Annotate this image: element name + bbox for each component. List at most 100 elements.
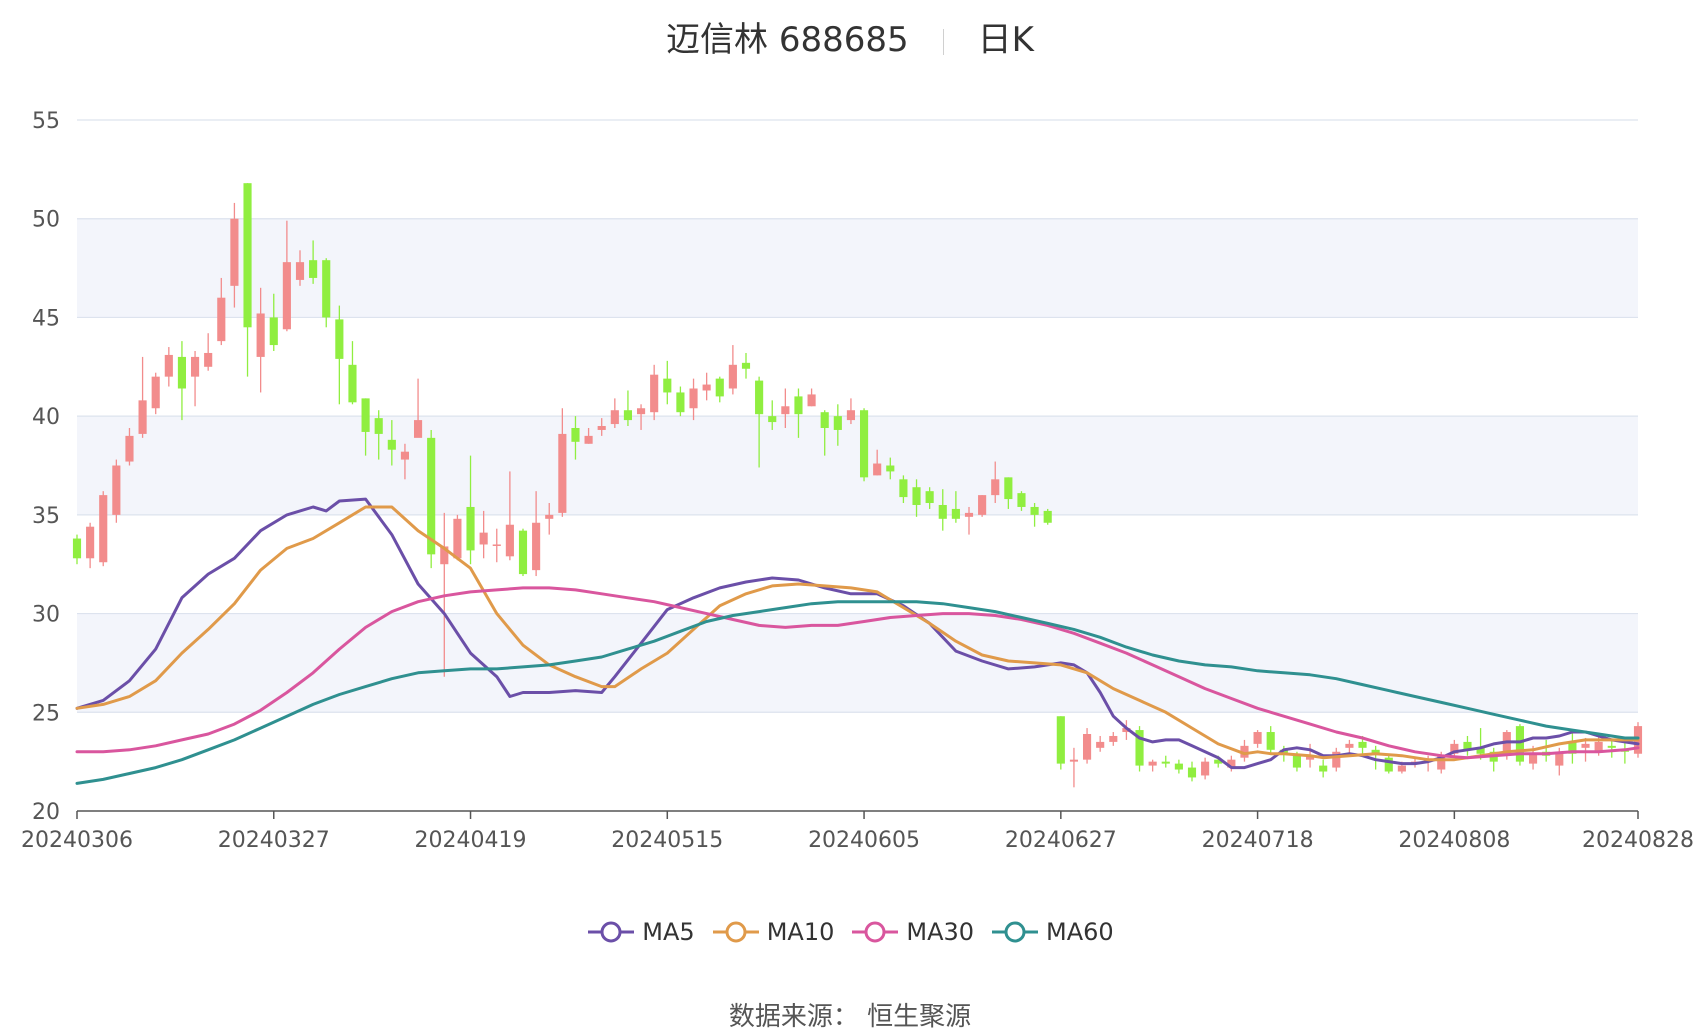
candle <box>859 408 869 482</box>
candle-body <box>1017 493 1026 507</box>
candle <box>1030 503 1039 527</box>
candle <box>1463 735 1472 756</box>
legend-label: MA5 <box>642 918 695 946</box>
x-tick-label: 20240808 <box>1398 828 1510 853</box>
candle-body <box>1515 726 1525 762</box>
candle <box>1319 759 1328 778</box>
candle <box>846 398 856 425</box>
legend-marker-icon <box>588 921 635 943</box>
candle <box>217 277 226 346</box>
candle-body <box>1069 759 1079 762</box>
candle-body <box>741 362 751 369</box>
candle <box>1082 728 1092 764</box>
candle <box>1515 724 1525 766</box>
source-label: 数据来源： <box>728 1002 859 1032</box>
candle-body <box>715 378 724 397</box>
candle <box>256 287 265 393</box>
candle-body <box>164 354 173 377</box>
candle-body <box>1030 506 1039 515</box>
candle <box>1542 739 1551 762</box>
candle <box>361 398 370 456</box>
candle-body <box>479 532 488 545</box>
grid-band <box>77 416 1638 515</box>
candle <box>1332 747 1341 772</box>
candle <box>1135 726 1144 772</box>
candle <box>335 305 344 405</box>
candle-body <box>1555 751 1564 766</box>
candle-body <box>269 317 278 346</box>
x-axis: 20240306 20240327 20240419 20240515 20240605… <box>21 810 1694 853</box>
candle-body <box>1004 477 1013 500</box>
candle-body <box>1305 755 1315 760</box>
legend-marker-icon <box>852 921 899 943</box>
candle-body <box>1607 745 1616 748</box>
y-tick-label: 40 <box>32 405 60 430</box>
legend: MA5 MA10 MA30 MA60 <box>0 918 1700 952</box>
legend-label: MA10 <box>766 918 835 946</box>
candle <box>978 495 987 517</box>
candle-body <box>859 410 869 478</box>
candle <box>1122 720 1131 740</box>
candle-body <box>492 544 501 546</box>
legend-item-ma10[interactable]: MA10 <box>711 918 835 946</box>
candle <box>938 489 947 531</box>
candle <box>453 514 462 561</box>
legend-label: MA30 <box>906 918 975 946</box>
candle-body <box>230 218 239 286</box>
candle-body <box>1187 767 1197 778</box>
legend-item-ma30[interactable]: MA30 <box>850 918 974 946</box>
candle-body <box>571 427 580 442</box>
candle-body <box>413 420 423 438</box>
candle <box>1174 759 1183 774</box>
candle-body <box>309 260 318 278</box>
candle-body <box>1384 757 1393 772</box>
candle <box>1607 739 1616 758</box>
candle-body <box>217 297 226 342</box>
candle <box>545 503 554 535</box>
candle-body <box>322 260 331 318</box>
legend-item-ma60[interactable]: MA60 <box>990 918 1114 946</box>
candle <box>755 376 764 468</box>
candle-body <box>1214 759 1223 764</box>
candle <box>1201 757 1210 780</box>
chart-title: 迈信林 688685 日K <box>0 12 1700 61</box>
candle-body <box>400 451 410 460</box>
candle-body <box>1371 749 1380 754</box>
candle-body <box>348 364 357 403</box>
candle <box>558 408 567 517</box>
candle-body <box>873 463 882 476</box>
candle <box>610 398 619 428</box>
candle-body <box>636 408 646 415</box>
candle <box>466 455 475 565</box>
candle <box>899 475 908 504</box>
candle-body <box>702 384 711 391</box>
candle-body <box>1201 761 1210 776</box>
candle-body <box>374 418 383 434</box>
candle-body <box>978 495 987 515</box>
grid-lines <box>77 119 1638 713</box>
candle-body <box>190 356 200 377</box>
candle-body <box>1332 751 1341 768</box>
kline-chart: 20 25 30 35 40 45 50 55 20240306 20240327 2024041… <box>21 109 1694 853</box>
grid-band <box>77 613 1638 713</box>
candle-body <box>177 356 187 389</box>
grid-bands <box>77 218 1638 713</box>
candle-body <box>964 512 974 517</box>
candle-body <box>768 416 777 423</box>
candle <box>374 410 383 460</box>
candle <box>72 534 82 565</box>
legend-label: MA60 <box>1046 918 1114 946</box>
candle <box>164 347 173 387</box>
x-tick-label: 20240327 <box>218 828 330 853</box>
candle <box>1096 735 1105 752</box>
candle <box>1266 726 1275 754</box>
candle-body <box>532 522 541 571</box>
legend-item-ma5[interactable]: MA5 <box>586 918 695 946</box>
candle-body <box>1266 732 1275 750</box>
candle <box>99 491 108 567</box>
candle-body <box>1345 743 1354 748</box>
candle-body <box>1253 732 1262 744</box>
candle <box>1017 491 1026 511</box>
candle <box>663 360 672 405</box>
candle <box>991 461 1000 504</box>
